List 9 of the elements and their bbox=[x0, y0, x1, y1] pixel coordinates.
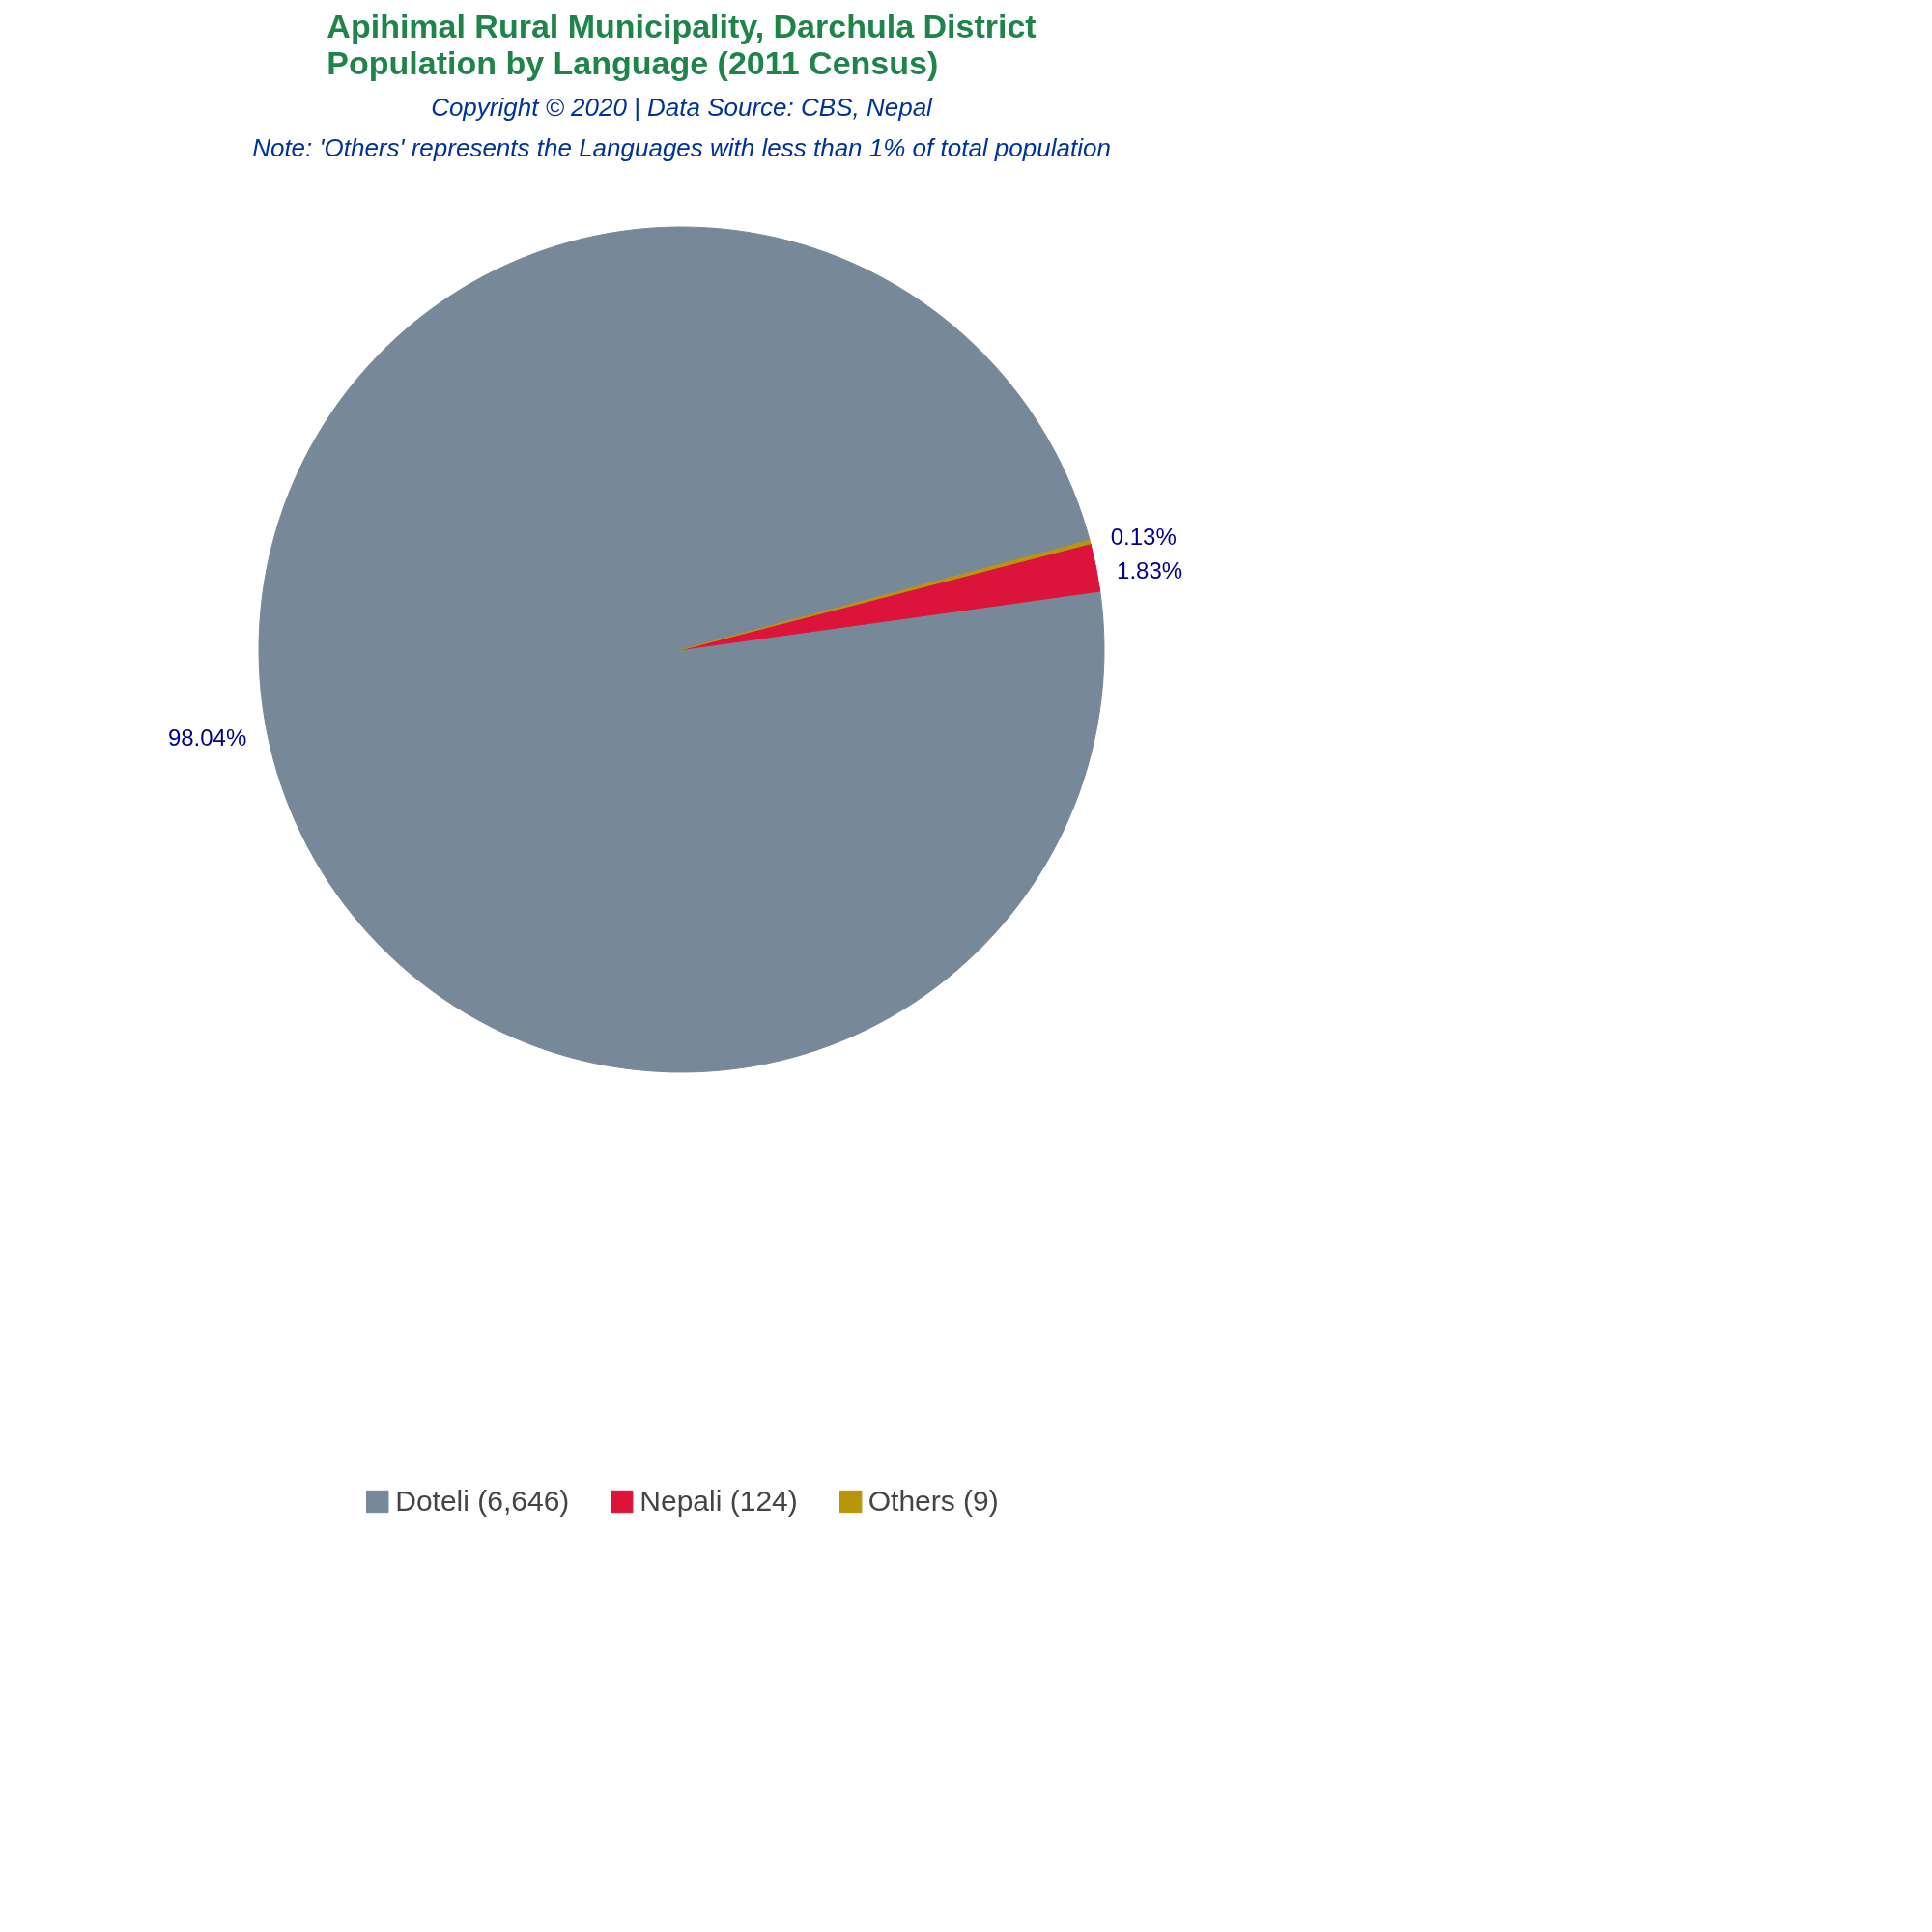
data-label: 98.04% bbox=[167, 724, 247, 752]
chart-subtitle: Copyright © 2020 | Data Source: CBS, Nepal bbox=[431, 92, 934, 122]
legend-label: Nepali (124) bbox=[639, 1484, 798, 1518]
text: Note: 'Others' represents the Languages with less than 1% of total population bbox=[252, 132, 1111, 162]
chart-title: Apihimal Rural Municipality, Darchula District Population by Language (2011 Census) bbox=[327, 7, 1037, 81]
legend-label: Others (9) bbox=[867, 1484, 999, 1518]
data-label: 1.83% bbox=[1117, 557, 1183, 584]
legend-label: Doteli (6,646) bbox=[395, 1484, 570, 1518]
data-label: 0.13% bbox=[1110, 524, 1177, 551]
